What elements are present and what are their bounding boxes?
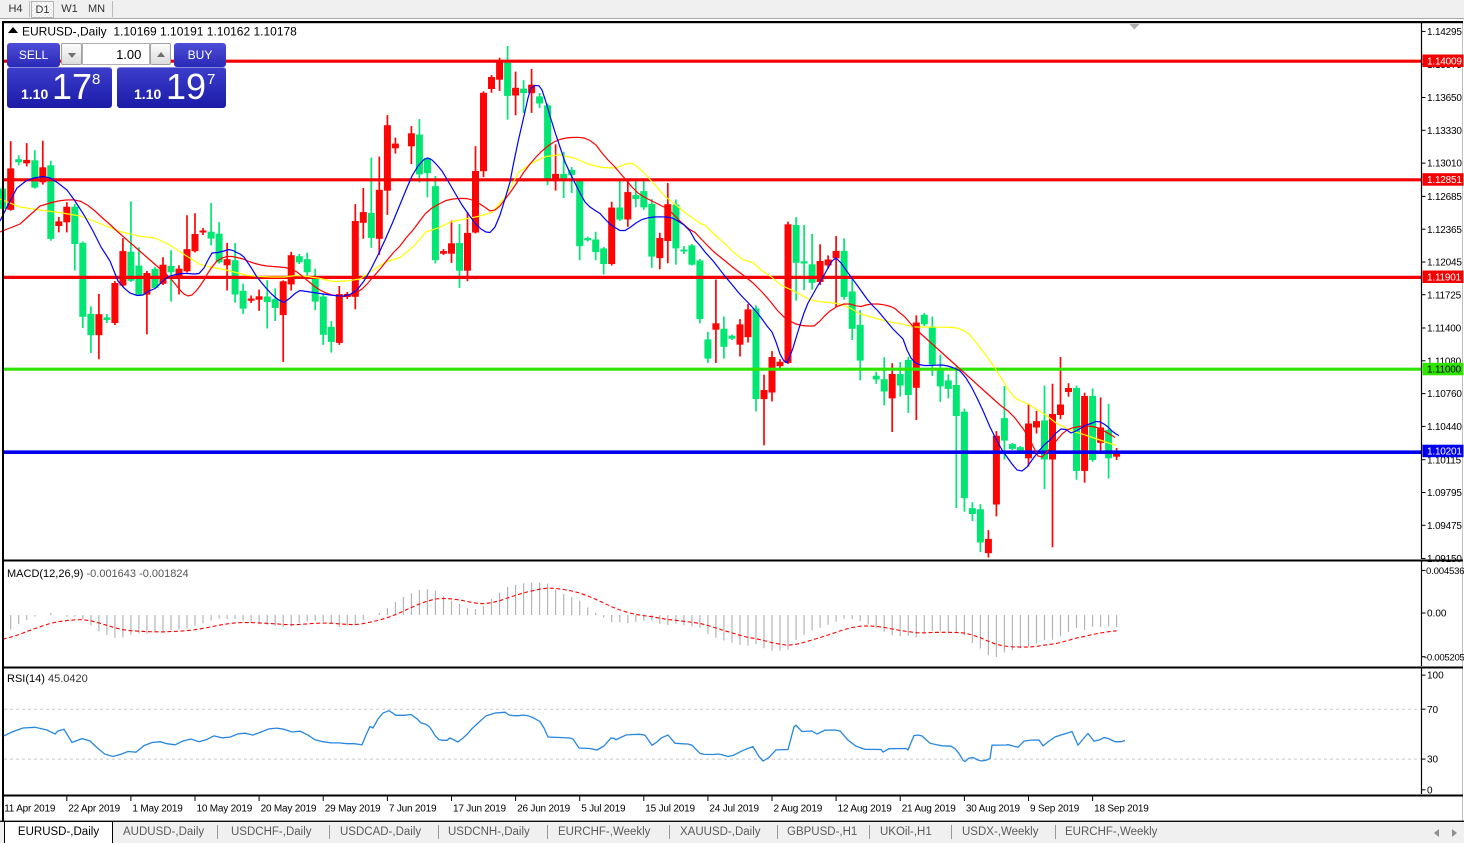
- svg-text:EURUSD-,Daily 1.10169 1.10191: EURUSD-,Daily 1.10169 1.10191 1.10162 1.…: [22, 25, 297, 39]
- svg-text:1.12685: 1.12685: [1427, 192, 1462, 203]
- svg-text:100: 100: [1427, 671, 1444, 682]
- svg-text:2 Aug 2019: 2 Aug 2019: [774, 804, 823, 815]
- svg-text:1 May 2019: 1 May 2019: [132, 804, 183, 815]
- svg-text:1.10440: 1.10440: [1427, 422, 1462, 433]
- svg-text:24 Jul 2019: 24 Jul 2019: [709, 804, 759, 815]
- svg-text:5 Jul 2019: 5 Jul 2019: [581, 804, 626, 815]
- svg-text:21 Aug 2019: 21 Aug 2019: [902, 804, 957, 815]
- svg-text:1.13330: 1.13330: [1427, 126, 1462, 137]
- svg-text:-0.005205: -0.005205: [1424, 652, 1464, 663]
- svg-text:70: 70: [1427, 705, 1439, 716]
- svg-text:10 May 2019: 10 May 2019: [197, 804, 253, 815]
- svg-text:20 May 2019: 20 May 2019: [261, 804, 317, 815]
- svg-text:1.09795: 1.09795: [1427, 488, 1462, 499]
- svg-text:1.11000: 1.11000: [1427, 365, 1462, 376]
- svg-text:29 May 2019: 29 May 2019: [325, 804, 381, 815]
- svg-text:1.09475: 1.09475: [1427, 521, 1462, 532]
- svg-text:26 Jun 2019: 26 Jun 2019: [517, 804, 570, 815]
- svg-text:1.11725: 1.11725: [1427, 290, 1462, 301]
- svg-text:0: 0: [1427, 785, 1433, 796]
- svg-text:0.004536: 0.004536: [1426, 566, 1464, 577]
- svg-text:1.11400: 1.11400: [1427, 324, 1462, 335]
- svg-text:1.10115: 1.10115: [1427, 455, 1462, 466]
- svg-text:1.09150: 1.09150: [1427, 554, 1462, 565]
- svg-text:9 Sep 2019: 9 Sep 2019: [1030, 804, 1080, 815]
- svg-text:30 Aug 2019: 30 Aug 2019: [966, 804, 1021, 815]
- svg-text:1.12365: 1.12365: [1427, 225, 1462, 236]
- svg-text:MACD(12,26,9) -0.001643 -0.001: MACD(12,26,9) -0.001643 -0.001824: [7, 568, 189, 580]
- svg-text:1.13010: 1.13010: [1427, 159, 1462, 170]
- svg-text:RSI(14) 45.0420: RSI(14) 45.0420: [7, 673, 88, 685]
- svg-text:0.00: 0.00: [1427, 609, 1447, 620]
- svg-text:7 Jun 2019: 7 Jun 2019: [389, 804, 437, 815]
- svg-text:1.10760: 1.10760: [1427, 389, 1462, 400]
- svg-text:30: 30: [1427, 755, 1439, 766]
- svg-text:17 Jun 2019: 17 Jun 2019: [453, 804, 506, 815]
- svg-text:1.11080: 1.11080: [1427, 356, 1462, 367]
- svg-text:22 Apr 2019: 22 Apr 2019: [68, 804, 120, 815]
- svg-text:1.10201: 1.10201: [1427, 447, 1462, 458]
- svg-text:11 Apr 2019: 11 Apr 2019: [4, 804, 56, 815]
- svg-text:15 Jul 2019: 15 Jul 2019: [645, 804, 695, 815]
- svg-text:12 Aug 2019: 12 Aug 2019: [838, 804, 893, 815]
- svg-text:1.14295: 1.14295: [1427, 27, 1462, 38]
- svg-text:1.12045: 1.12045: [1427, 258, 1462, 269]
- svg-text:1.11901: 1.11901: [1427, 272, 1462, 283]
- svg-text:1.13650: 1.13650: [1427, 93, 1462, 104]
- svg-text:1.12851: 1.12851: [1427, 175, 1462, 186]
- svg-text:18 Sep 2019: 18 Sep 2019: [1094, 804, 1149, 815]
- svg-text:1.14009: 1.14009: [1427, 56, 1462, 67]
